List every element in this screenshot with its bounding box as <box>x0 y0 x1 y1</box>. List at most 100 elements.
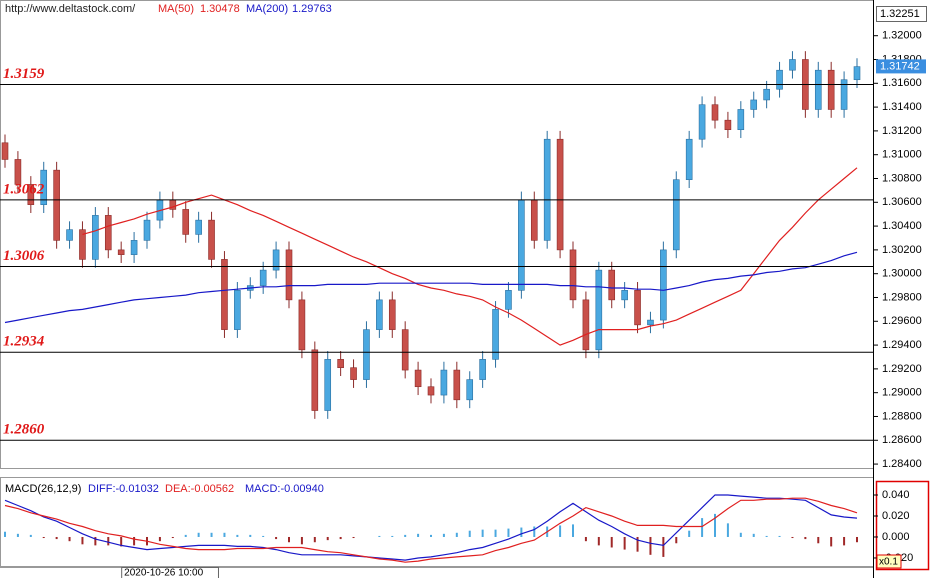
y-tick-label: 1.29600 <box>882 315 922 327</box>
indicator-line <box>4 494 858 561</box>
y-tick-label: 1.30400 <box>882 220 922 232</box>
source-url: http://www.deltastock.com/ <box>5 3 136 15</box>
candle-body <box>401 329 409 371</box>
candle-body <box>660 249 667 321</box>
candle-body <box>92 215 99 260</box>
candle-body <box>130 240 138 255</box>
ma-legend-value: 1.30478 <box>200 3 240 15</box>
y-tick-label: 0.040 <box>882 489 910 501</box>
candle-body <box>569 249 577 301</box>
candle-body <box>350 367 357 380</box>
candle-body <box>208 219 215 260</box>
y-tick-label: 1.29000 <box>882 387 922 399</box>
ma-legend: MA(200) <box>246 3 288 15</box>
last-price-label: 1.31742 <box>880 60 920 72</box>
candle-body <box>27 184 35 205</box>
indicator-line <box>4 251 858 324</box>
indicator-line <box>82 167 858 346</box>
candle-body <box>634 290 641 326</box>
candle-body <box>582 299 590 351</box>
candle-body <box>556 138 564 251</box>
candle-body <box>40 169 48 205</box>
time-label-box <box>121 567 219 578</box>
candle-body <box>530 199 538 241</box>
candle-body <box>311 349 319 411</box>
candle-body <box>285 249 293 301</box>
candle-body <box>840 79 848 110</box>
candle-body <box>104 215 112 251</box>
y-tick-label: 1.31600 <box>882 77 922 89</box>
y-tick-label: 1.31000 <box>882 149 922 161</box>
candle-body <box>647 319 654 326</box>
axis-top-box <box>876 6 927 22</box>
scale-box <box>876 554 902 569</box>
candle-body <box>543 138 551 241</box>
candle-body <box>518 199 525 291</box>
candle-body <box>608 269 616 301</box>
candle-body <box>414 369 422 388</box>
candle-body <box>117 249 125 255</box>
candle-body <box>789 59 796 71</box>
candle-body <box>195 219 202 235</box>
y-tick-label: 1.32000 <box>882 30 922 42</box>
scale-label: x0.1 <box>879 557 898 568</box>
candle-body <box>776 69 783 90</box>
x-tick-label: 2020-10-26 10:00 <box>124 568 203 578</box>
y-tick-label: 0.020 <box>882 510 910 522</box>
candle-body <box>337 359 344 368</box>
candle-body <box>763 88 770 101</box>
y-tick-label: 1.29200 <box>882 363 922 375</box>
y-tick-label: 1.29400 <box>882 339 922 351</box>
candle-body <box>672 179 680 251</box>
candle-body <box>324 359 332 411</box>
level-label: 1.3062 <box>3 181 45 197</box>
candle-body <box>466 379 474 401</box>
level-label: 1.2860 <box>3 422 45 438</box>
candle-body <box>66 229 73 241</box>
candle-body <box>453 369 461 401</box>
candle-body <box>814 69 822 110</box>
candle-body <box>376 299 383 330</box>
candle-body <box>182 209 190 235</box>
candle-body <box>853 66 861 81</box>
candle-body <box>143 219 151 241</box>
candle-body <box>363 329 370 380</box>
candle-body <box>53 169 60 241</box>
candle-body <box>427 386 435 396</box>
candle-body <box>79 229 86 260</box>
candle-body <box>388 299 396 330</box>
y-tick-label: 1.30200 <box>882 244 922 256</box>
y-tick-label: 1.31400 <box>882 101 922 113</box>
candle-body <box>221 259 228 330</box>
y-tick-label: 1.30800 <box>882 172 922 184</box>
candle-body <box>750 99 758 110</box>
macd-title: MACD(26,12,9) <box>5 483 81 495</box>
y-tick-label: 1.28600 <box>882 434 922 446</box>
y-tick-label: 1.28400 <box>882 458 922 470</box>
level-label: 1.2934 <box>3 334 45 350</box>
candle-body <box>298 299 306 351</box>
candle-body <box>827 69 835 110</box>
candle-body <box>259 269 267 286</box>
y-tick-label: 1.31200 <box>882 125 922 137</box>
candle-body <box>711 104 719 121</box>
candle-body <box>492 309 499 360</box>
macd-legend: MACD:-0.00940 <box>245 483 324 495</box>
candle-body <box>479 359 486 380</box>
ma-legend-value: 1.29763 <box>292 3 332 15</box>
candle-body <box>234 290 241 330</box>
candle-body <box>737 109 745 131</box>
macd-legend: DEA:-0.00562 <box>165 483 234 495</box>
indicator-line <box>4 497 858 563</box>
candle-body <box>1 142 9 160</box>
candle-body <box>595 269 603 351</box>
last-price-box <box>876 59 926 74</box>
macd-axis-frame <box>875 480 930 571</box>
candle-body <box>621 290 628 301</box>
candle-body <box>14 159 22 185</box>
macd-legend: DIFF:-0.01032 <box>88 483 159 495</box>
candle-body <box>724 119 732 131</box>
y-tick-label: 0.000 <box>882 531 910 543</box>
